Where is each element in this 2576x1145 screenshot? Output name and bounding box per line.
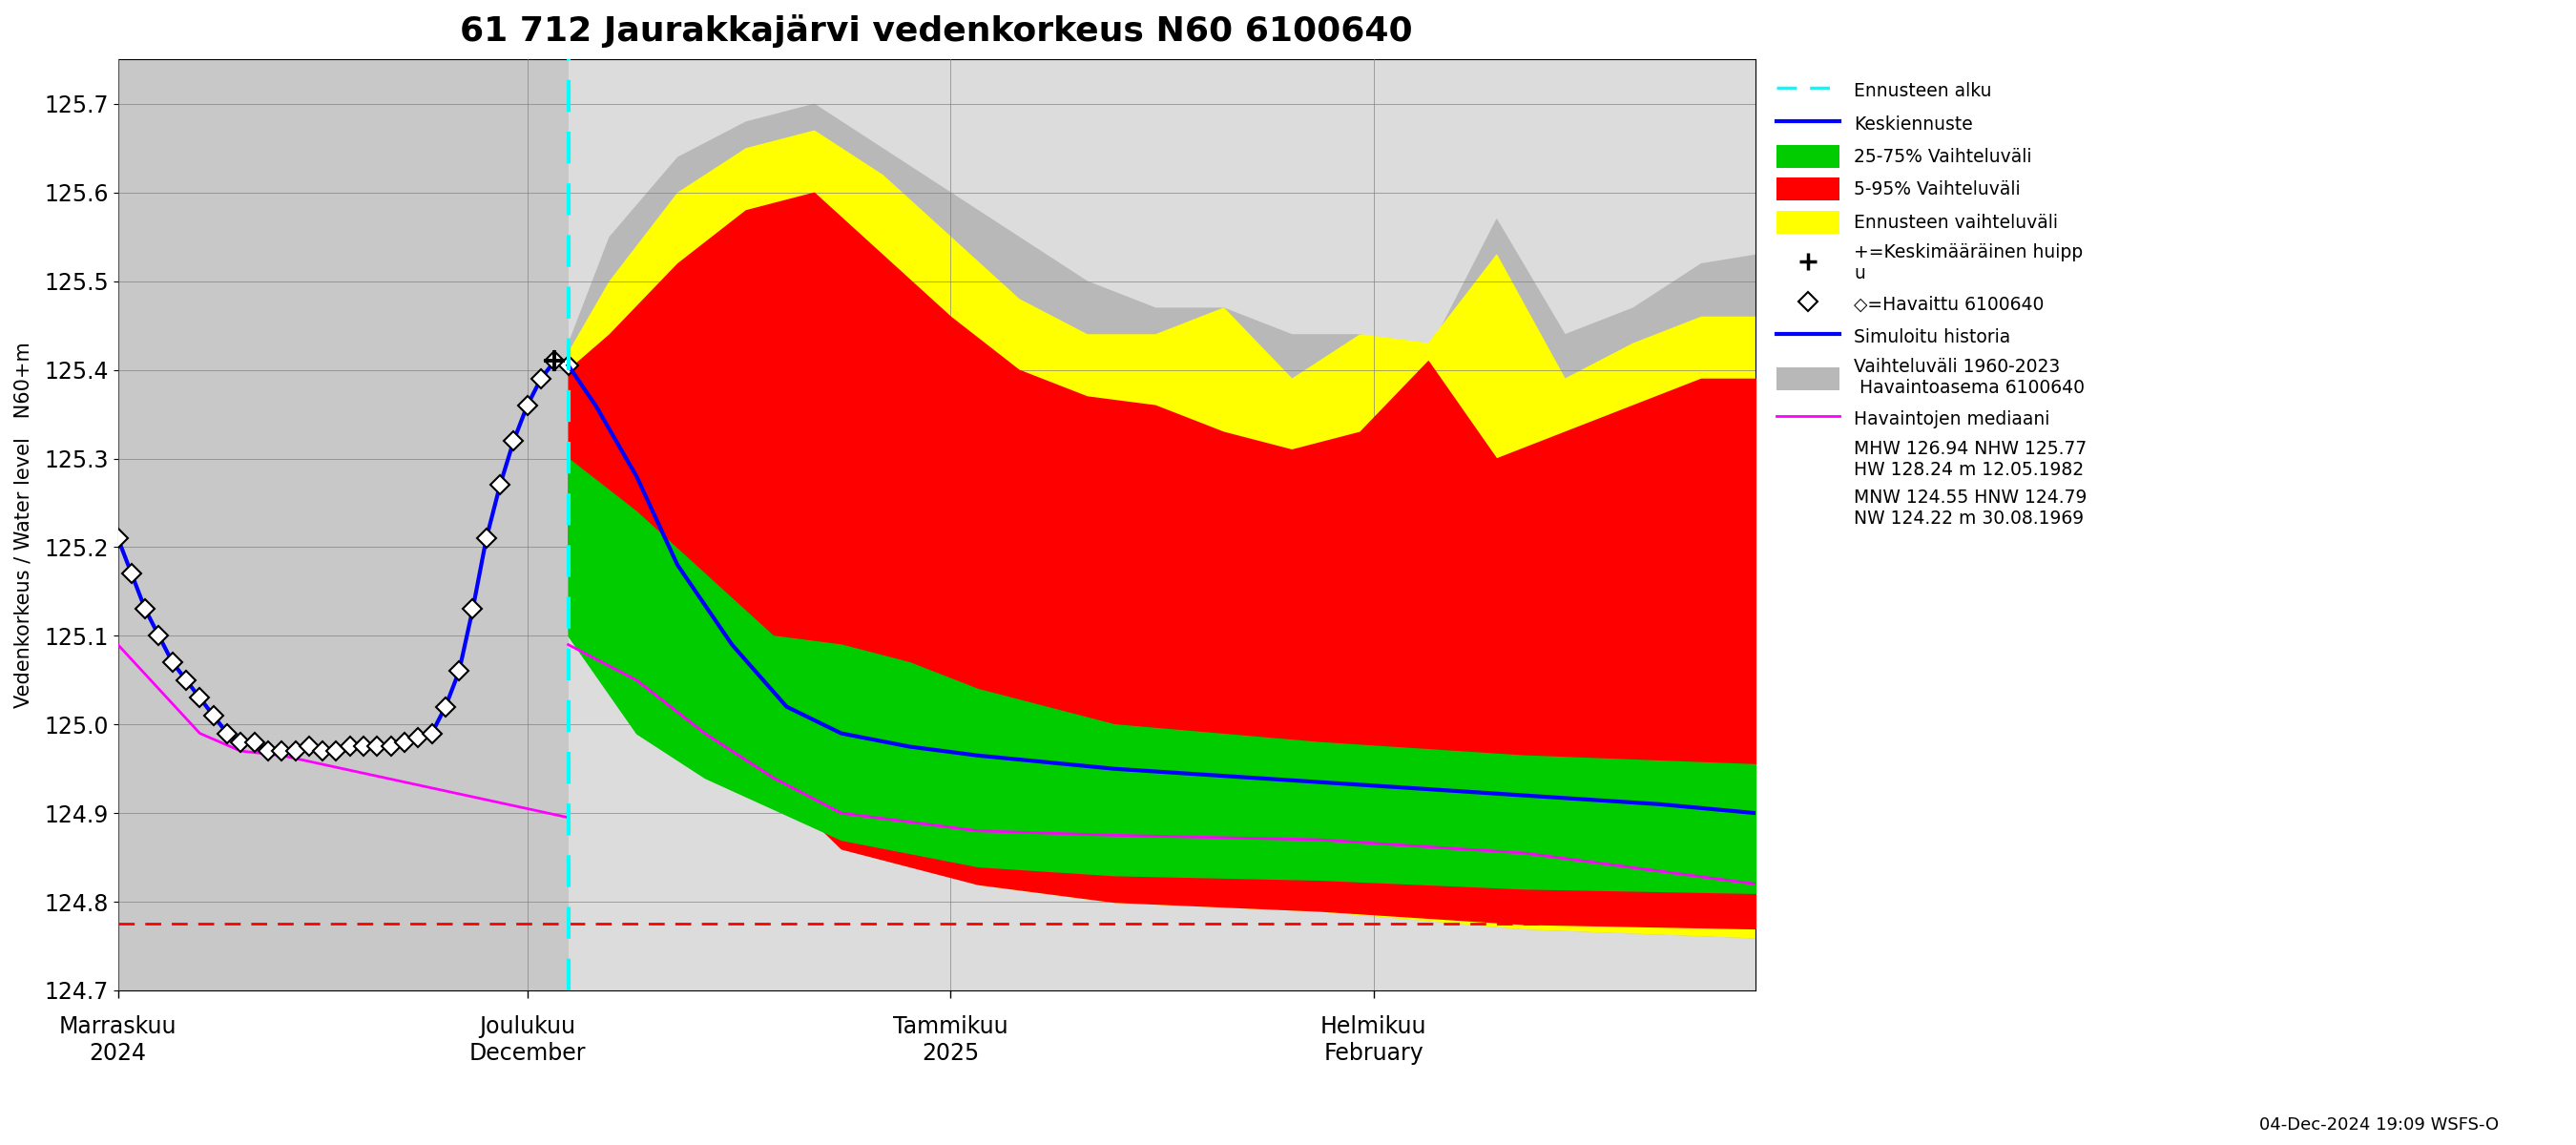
Text: Marraskuu: Marraskuu [59,1016,178,1039]
Text: Helmikuu: Helmikuu [1321,1016,1427,1039]
Title: 61 712 Jaurakkajärvi vedenkorkeus N60 6100640: 61 712 Jaurakkajärvi vedenkorkeus N60 61… [461,14,1414,48]
Text: 2025: 2025 [922,1042,979,1065]
Legend: Ennusteen alku, Keskiennuste, 25-75% Vaihteluväli, 5-95% Vaihteluväli, Ennusteen: Ennusteen alku, Keskiennuste, 25-75% Vai… [1767,69,2097,538]
Text: February: February [1324,1042,1425,1065]
Text: December: December [469,1042,585,1065]
Text: 04-Dec-2024 19:09 WSFS-O: 04-Dec-2024 19:09 WSFS-O [2259,1116,2499,1134]
Text: Tammikuu: Tammikuu [894,1016,1007,1039]
Y-axis label: Vedenkorkeus / Water level   N60+m: Vedenkorkeus / Water level N60+m [15,342,33,708]
Text: 2024: 2024 [90,1042,147,1065]
Bar [569,60,1754,990]
Text: Joulukuu: Joulukuu [479,1016,574,1039]
